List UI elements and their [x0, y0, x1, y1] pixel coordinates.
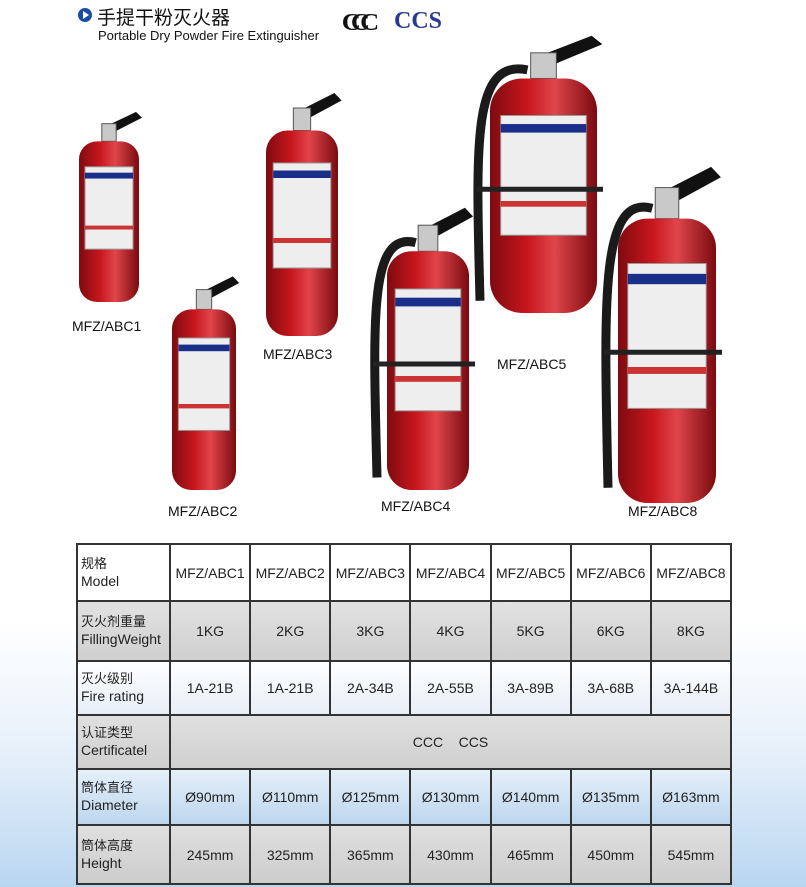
- table-cell: 4KG: [409, 600, 492, 662]
- row-label: 灭火剂重量 FillingWeight: [76, 600, 171, 662]
- table-row: 认证类型 Certificatel CCC CCS: [76, 714, 732, 770]
- row-label-cn: 灭火剂重量: [81, 615, 147, 630]
- row-label-en: Model: [81, 572, 120, 589]
- row-label: 认证类型 Certificatel: [76, 714, 171, 770]
- table-cell: 5KG: [489, 600, 572, 662]
- table-cell: Ø110mm: [249, 768, 332, 826]
- product-model-label: MFZ/ABC1: [72, 318, 142, 334]
- table-cell: MFZ/ABC1: [168, 543, 252, 602]
- row-label-en: Certificatel: [81, 742, 148, 758]
- table-cell: 2A-34B: [329, 660, 412, 716]
- table-cell: MFZ/ABC3: [329, 543, 412, 602]
- table-cell: 365mm: [329, 824, 412, 885]
- row-label-en: Diameter: [81, 797, 138, 813]
- table-row: 规格 Model MFZ/ABC1 MFZ/ABC2 MFZ/ABC3 MFZ/ABC4 M…: [76, 543, 733, 602]
- table-cell: MFZ/ABC6: [569, 543, 652, 602]
- table-cell: 1A-21B: [168, 660, 252, 716]
- title-english: Portable Dry Powder Fire Extinguisher: [98, 28, 320, 43]
- product-model-label: MFZ/ABC2: [168, 503, 238, 519]
- row-label-cn: 规格: [81, 556, 108, 572]
- row-label-en: Fire rating: [81, 688, 145, 704]
- table-cell: Ø125mm: [329, 768, 412, 826]
- table-cell: 450mm: [569, 824, 652, 885]
- table-cell: MFZ/ABC8: [649, 543, 733, 602]
- fire-extinguisher-image: [597, 160, 722, 510]
- table-cell: Ø140mm: [489, 768, 572, 826]
- row-label-en: FillingWeight: [81, 631, 161, 647]
- table-cell: 3A-68B: [569, 660, 652, 716]
- table-cell: 3A-89B: [489, 660, 572, 716]
- table-cell: 6KG: [569, 600, 652, 662]
- table-cell: 2A-55B: [409, 660, 492, 716]
- table-row: 灭火剂重量 FillingWeight 1KG 2KG 3KG 4KG 5KG 6KG 8KG: [76, 600, 733, 662]
- table-cell: CCC CCS: [169, 714, 732, 770]
- table-cell: Ø130mm: [409, 768, 492, 826]
- row-label: 灭火级别 Fire rating: [76, 660, 171, 716]
- fire-extinguisher-image: [77, 108, 157, 309]
- row-label: 规格 Model: [76, 543, 171, 602]
- product-model-label: MFZ/ABC4: [381, 498, 451, 514]
- row-label-cn: 筒体直径: [81, 781, 134, 796]
- product-model-label: MFZ/ABC8: [628, 503, 698, 519]
- table-cell: 325mm: [249, 824, 332, 885]
- table-cell: Ø90mm: [168, 768, 252, 826]
- fire-extinguisher-image: [473, 30, 603, 320]
- play-bullet-icon: [78, 8, 92, 22]
- table-cell: Ø135mm: [569, 768, 652, 826]
- ccc-logo: CCC: [341, 10, 379, 36]
- table-cell: 3A-144B: [649, 660, 733, 716]
- table-row: 筒体直径 Diameter Ø90mm Ø110mm Ø125mm Ø130mm Ø140m…: [76, 768, 733, 826]
- fire-extinguisher-image: [264, 88, 356, 343]
- row-label-cn: 筒体高度: [81, 838, 134, 854]
- table-cell: 430mm: [409, 824, 492, 885]
- table-cell: 245mm: [168, 824, 252, 885]
- fire-extinguisher-image: [350, 202, 475, 497]
- table-cell: 8KG: [649, 600, 733, 662]
- table-cell: 3KG: [329, 600, 412, 662]
- table-row: 灭火级别 Fire rating 1A-21B 1A-21B 2A-34B 2A-55B 3…: [76, 660, 733, 716]
- row-label: 筒体高度 Height: [76, 824, 171, 885]
- product-model-label: MFZ/ABC5: [497, 356, 567, 372]
- row-label-cn: 灭火级别: [81, 672, 134, 687]
- table-row: 筒体高度 Height 245mm 325mm 365mm 430mm 465mm 450mm…: [76, 824, 733, 885]
- title-chinese: 手提干粉灭火器: [97, 7, 231, 29]
- table-cell: 1KG: [168, 600, 252, 662]
- spec-table: 规格 Model MFZ/ABC1 MFZ/ABC2 MFZ/ABC3 MFZ/ABC4 M…: [76, 543, 733, 885]
- table-cell: MFZ/ABC5: [489, 543, 572, 602]
- table-cell: MFZ/ABC4: [409, 543, 492, 602]
- table-cell: 2KG: [249, 600, 332, 662]
- table-cell: 545mm: [649, 824, 733, 885]
- table-cell: Ø163mm: [649, 768, 733, 826]
- row-label-cn: 认证类型: [81, 726, 134, 741]
- table-cell: 1A-21B: [249, 660, 332, 716]
- ccs-logo: CCS: [394, 8, 443, 34]
- table-cell: 465mm: [489, 824, 572, 885]
- table-cell: MFZ/ABC2: [249, 543, 332, 602]
- fire-extinguisher-image: [170, 272, 254, 497]
- product-model-label: MFZ/ABC3: [263, 346, 333, 362]
- row-label: 筒体直径 Diameter: [76, 768, 171, 826]
- row-label-en: Height: [81, 854, 122, 871]
